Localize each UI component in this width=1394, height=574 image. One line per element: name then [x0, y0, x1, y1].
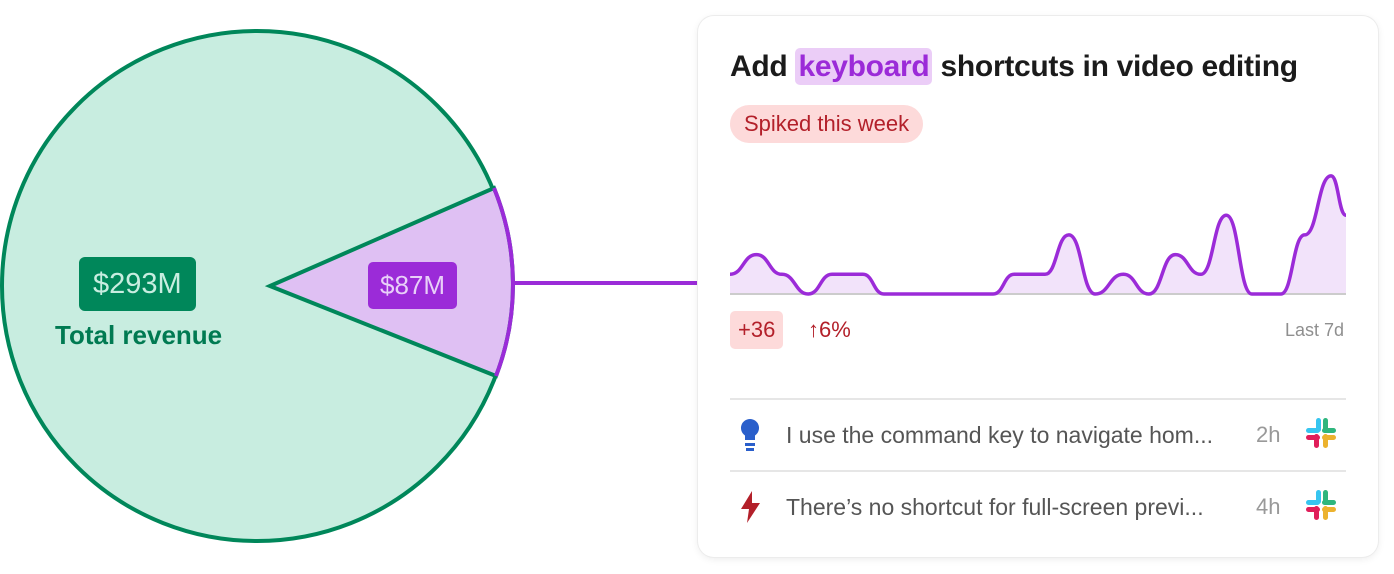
- feedback-text: I use the command key to navigate hom...: [786, 421, 1214, 448]
- percent-change: ↑6%: [808, 311, 851, 349]
- feedback-item[interactable]: I use the command key to navigate hom...…: [730, 398, 1346, 470]
- slack-icon: [1304, 488, 1338, 527]
- feedback-time: 4h: [1256, 494, 1281, 519]
- arrow-up-icon: ↑: [808, 317, 819, 342]
- feedback-item[interactable]: There’s no shortcut for full-screen prev…: [730, 470, 1346, 542]
- card-title: Add keyboard shortcuts in video editing: [730, 48, 1299, 85]
- title-text: Add: [730, 50, 788, 83]
- sparkline-line: [729, 174, 1347, 296]
- sparkline-area: [730, 175, 1346, 294]
- feedback-time: 2h: [1256, 422, 1281, 447]
- slice-value-label: $87M: [368, 262, 458, 309]
- lightbulb-icon: [730, 417, 770, 453]
- insight-card[interactable]: Add keyboard shortcuts in video editing …: [698, 16, 1378, 557]
- feedback-text: There’s no shortcut for full-screen prev…: [786, 493, 1204, 520]
- time-range: Last 7d: [1284, 320, 1344, 340]
- title-text: shortcuts in video editing: [940, 50, 1299, 83]
- title-highlight: keyboard: [795, 48, 933, 85]
- total-value-label: $293M: [79, 257, 196, 311]
- slack-icon: [1304, 416, 1338, 455]
- delta-badge: +36: [730, 311, 784, 349]
- total-revenue-label: Total revenue: [55, 320, 223, 350]
- lightning-icon: [730, 490, 770, 524]
- sparkline-chart: [729, 174, 1347, 296]
- spike-badge: Spiked this week: [730, 105, 924, 143]
- percent-value: 6%: [819, 317, 851, 342]
